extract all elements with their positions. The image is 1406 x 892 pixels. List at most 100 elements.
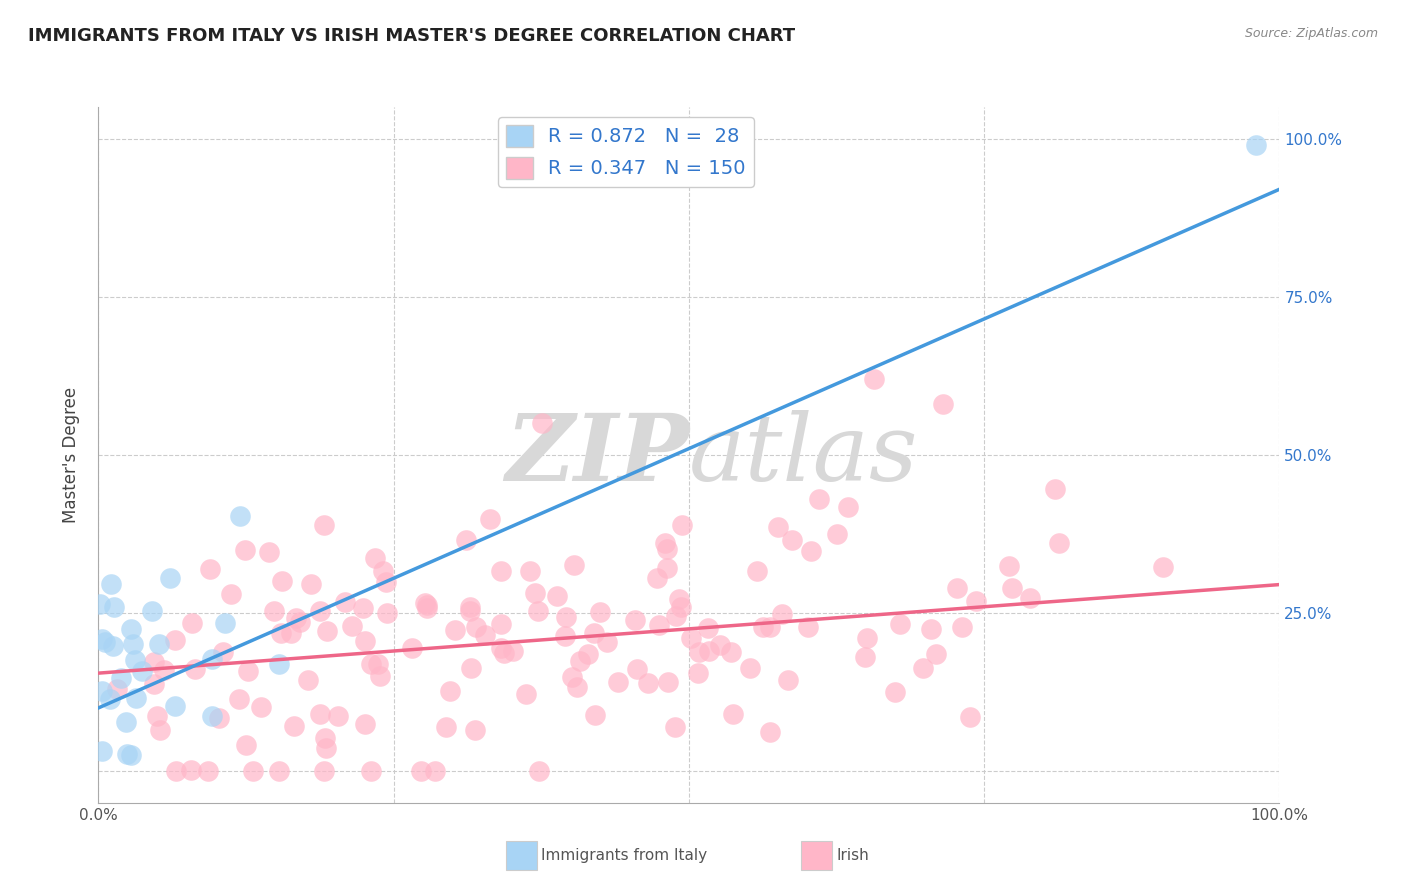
Point	[688, 644, 710, 658]
Point	[530, 417, 553, 431]
Point	[932, 397, 955, 411]
Point	[524, 586, 547, 600]
Point	[766, 519, 789, 533]
Point	[780, 533, 803, 547]
Point	[263, 604, 285, 618]
Point	[228, 692, 250, 706]
Point	[945, 581, 967, 595]
Point	[309, 604, 332, 618]
Point	[181, 616, 204, 631]
Point	[1019, 591, 1042, 606]
Point	[280, 626, 302, 640]
Point	[1152, 560, 1174, 574]
Point	[529, 764, 551, 779]
Point	[478, 512, 501, 526]
Point	[623, 613, 645, 627]
Point	[368, 669, 391, 683]
Point	[165, 764, 187, 779]
Point	[664, 720, 686, 734]
Point	[103, 639, 125, 653]
Text: IMMIGRANTS FROM ITALY VS IRISH MASTER'S DEGREE CORRELATION CHART: IMMIGRANTS FROM ITALY VS IRISH MASTER'S …	[28, 27, 796, 45]
Point	[494, 646, 516, 660]
Point	[299, 576, 322, 591]
Point	[267, 657, 290, 671]
Point	[491, 617, 513, 632]
Point	[759, 620, 782, 634]
Point	[110, 671, 132, 685]
Point	[595, 635, 617, 649]
Point	[738, 661, 761, 675]
Point	[283, 718, 305, 732]
Point	[401, 641, 423, 656]
Point	[1244, 138, 1267, 153]
Point	[364, 550, 387, 565]
Point	[326, 709, 349, 723]
Point	[235, 542, 257, 557]
Point	[626, 662, 648, 676]
Point	[709, 638, 731, 652]
Point	[959, 710, 981, 724]
Point	[807, 491, 830, 506]
Point	[131, 664, 153, 678]
Point	[352, 600, 374, 615]
Point	[122, 637, 145, 651]
Point	[458, 604, 481, 618]
Point	[413, 596, 436, 610]
Point	[464, 723, 486, 737]
Point	[146, 708, 169, 723]
Point	[100, 577, 122, 591]
Point	[152, 664, 174, 678]
Point	[671, 518, 693, 533]
Point	[335, 595, 357, 609]
Point	[583, 707, 606, 722]
Point	[89, 597, 111, 611]
Point	[91, 632, 114, 646]
Point	[425, 764, 447, 779]
Point	[721, 707, 744, 722]
Point	[371, 565, 394, 579]
Point	[583, 625, 606, 640]
Point	[1001, 581, 1024, 595]
Point	[91, 683, 114, 698]
Point	[460, 661, 482, 675]
Point	[654, 536, 676, 550]
Point	[688, 666, 710, 681]
Point	[367, 657, 389, 672]
Point	[165, 698, 187, 713]
Point	[561, 670, 583, 684]
Point	[747, 564, 769, 578]
Point	[115, 747, 138, 762]
Point	[665, 609, 688, 624]
Point	[456, 533, 478, 548]
Point	[98, 692, 121, 706]
Point	[657, 675, 679, 690]
Point	[837, 500, 859, 515]
Point	[103, 599, 125, 614]
Point	[219, 587, 242, 601]
Point	[149, 723, 172, 738]
Point	[208, 711, 231, 725]
Text: atlas: atlas	[689, 410, 918, 500]
Point	[284, 610, 307, 624]
Point	[180, 764, 202, 778]
Point	[696, 621, 718, 635]
Point	[519, 564, 541, 578]
Point	[648, 617, 671, 632]
Point	[197, 764, 219, 778]
Point	[242, 764, 264, 779]
Point	[308, 707, 330, 722]
Point	[201, 652, 224, 666]
Point	[770, 607, 793, 622]
Point	[546, 589, 568, 603]
Point	[637, 675, 659, 690]
Point	[114, 715, 136, 730]
Point	[657, 561, 679, 575]
Point	[554, 629, 576, 643]
Point	[998, 559, 1021, 574]
Point	[889, 617, 911, 632]
Point	[655, 541, 678, 556]
Point	[920, 622, 942, 636]
Point	[827, 527, 849, 541]
Point	[271, 574, 294, 589]
Point	[862, 372, 884, 386]
